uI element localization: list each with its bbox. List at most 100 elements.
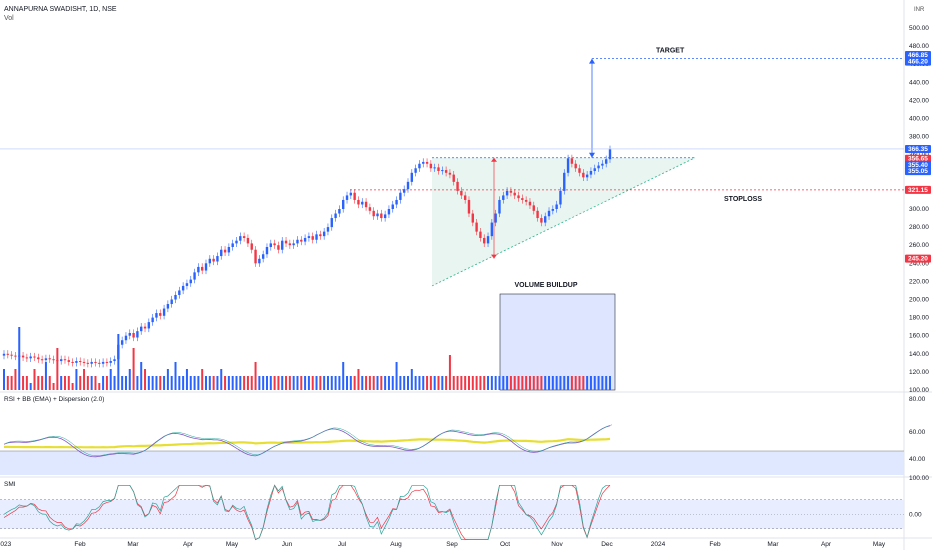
volume-bar xyxy=(300,376,303,390)
volume-bar xyxy=(94,376,97,390)
volume-bar xyxy=(540,376,543,390)
volume-bar xyxy=(170,376,173,390)
volume-bar xyxy=(525,376,528,390)
x-tick-label: May xyxy=(226,541,239,548)
height-arrowhead-down xyxy=(491,254,497,259)
candle-body xyxy=(513,192,516,196)
volume-bar xyxy=(67,376,70,390)
y-tick-label: 220.00 xyxy=(909,278,929,285)
y-tick-label: 480.00 xyxy=(909,43,929,50)
candle-body xyxy=(59,359,63,362)
candle-body xyxy=(494,213,497,223)
candle-body xyxy=(265,247,269,255)
volume-bar xyxy=(361,376,364,390)
candle-body xyxy=(29,356,32,359)
candle-body xyxy=(315,234,318,240)
volume-bar xyxy=(185,369,188,390)
candle-body xyxy=(56,360,59,362)
volume-bar xyxy=(121,376,124,390)
candle-body xyxy=(307,236,311,238)
candle-body xyxy=(235,240,238,244)
x-tick-label: Jun xyxy=(282,541,293,548)
volume-bar xyxy=(98,383,101,390)
volume-bar xyxy=(155,376,158,390)
x-tick-label: Apr xyxy=(183,541,194,548)
volume-bar xyxy=(235,376,238,390)
volume-bar xyxy=(174,362,177,390)
candle-body xyxy=(353,192,356,200)
candle-body xyxy=(517,195,520,199)
rsi-band xyxy=(0,451,904,475)
volume-bar xyxy=(323,376,326,390)
volume-bar xyxy=(212,376,215,390)
price-tag xyxy=(905,144,931,153)
volume-bar xyxy=(479,376,482,390)
volume-bar xyxy=(460,376,463,390)
x-tick-label: Mar xyxy=(127,541,139,548)
candle-body xyxy=(555,204,558,209)
price-tag xyxy=(905,57,931,66)
candle-body xyxy=(326,227,330,232)
volume-bar xyxy=(124,376,127,390)
volume-bar xyxy=(52,383,55,390)
volume-bar xyxy=(60,376,63,390)
volume-bar xyxy=(456,376,459,390)
volume-bar xyxy=(246,376,249,390)
volume-bar xyxy=(307,376,310,390)
volume-bar xyxy=(277,376,280,390)
volume-bar xyxy=(71,383,74,390)
x-tick-label: Nov xyxy=(551,541,563,548)
candle-body xyxy=(86,362,90,364)
smi-title: SMI xyxy=(4,481,16,488)
candle-body xyxy=(212,258,215,262)
volume-bar xyxy=(570,376,573,390)
volume-bar xyxy=(467,376,470,390)
candle-body xyxy=(151,317,154,323)
candle-body xyxy=(143,326,147,329)
candle-body xyxy=(448,172,452,175)
candle-body xyxy=(71,361,74,363)
candle-body xyxy=(387,209,391,215)
volume-bar xyxy=(189,376,192,390)
candle-body xyxy=(292,243,295,246)
x-tick-label: Feb xyxy=(709,541,721,548)
candle-body xyxy=(399,192,402,200)
volume-bar xyxy=(418,376,421,390)
volume-bar xyxy=(304,376,307,390)
volume-bar xyxy=(346,376,349,390)
candle-body xyxy=(170,299,173,305)
price-tag-value: 466.20 xyxy=(908,59,928,66)
candle-body xyxy=(589,170,593,175)
target-label: TARGET xyxy=(656,48,685,55)
volume-bar xyxy=(178,376,181,390)
price-tag-value: 466.85 xyxy=(908,52,928,59)
volume-bar xyxy=(407,376,409,390)
volume-bar xyxy=(506,376,509,390)
volume-bar xyxy=(243,376,246,390)
candle-body xyxy=(433,167,436,169)
candle-body xyxy=(563,172,566,191)
candle-body xyxy=(124,335,128,341)
candle-body xyxy=(410,172,414,182)
volume-bar xyxy=(609,376,611,390)
candle-body xyxy=(242,236,246,238)
stoploss-label: STOPLOSS xyxy=(724,196,762,203)
candle-body xyxy=(52,359,55,361)
volume-bar xyxy=(391,376,394,390)
volume-bar xyxy=(521,376,524,390)
volume-bar xyxy=(262,376,265,390)
candle-body xyxy=(277,245,280,250)
volume-bar xyxy=(239,376,242,390)
volume-bar xyxy=(338,376,341,390)
candle-body xyxy=(44,358,48,361)
x-tick-label: 2024 xyxy=(651,541,666,548)
volume-bar xyxy=(90,376,93,390)
candle-body xyxy=(475,222,478,232)
candle-body xyxy=(140,326,143,332)
candle-body xyxy=(113,359,116,362)
x-tick-label: Mar xyxy=(767,541,779,548)
candle-body xyxy=(254,249,257,264)
volume-bar xyxy=(292,376,295,390)
volume-bar xyxy=(281,376,284,390)
